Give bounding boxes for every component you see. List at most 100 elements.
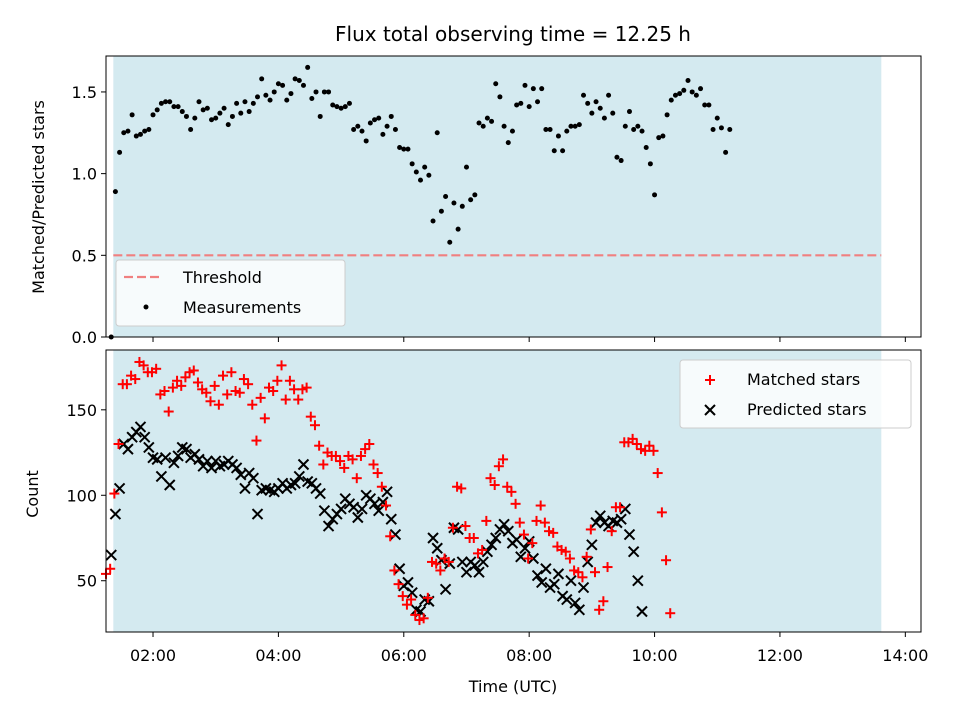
measurement-point (618, 158, 624, 164)
measurement-point (234, 100, 240, 106)
predicted-point-b (105, 549, 117, 561)
matched-point (372, 468, 383, 479)
measurement-point (163, 99, 169, 105)
predicted-point (289, 477, 301, 490)
matched-point (431, 558, 442, 569)
matched-point (539, 517, 550, 528)
predicted-point-b (515, 551, 527, 563)
measurement-point (363, 138, 369, 144)
measurement-point (626, 109, 632, 115)
matched-point (573, 567, 584, 578)
measurement-point (359, 128, 365, 134)
predicted-point-b (519, 542, 531, 554)
predicted-point (335, 503, 347, 515)
predicted-point-b (548, 578, 560, 590)
matched-point (615, 502, 626, 513)
predicted-point-b (540, 563, 552, 575)
measurement-point (225, 122, 231, 128)
predicted-point (561, 593, 573, 606)
predicted-point-b (205, 462, 218, 474)
predicted-point-b (322, 520, 335, 532)
measurement-point (472, 192, 478, 198)
measurement-point (418, 177, 424, 183)
matched-point (489, 480, 500, 491)
measurement-point (388, 113, 394, 119)
measurement-point (263, 92, 269, 98)
predicted-point (205, 462, 218, 474)
predicted-point (627, 545, 640, 558)
measurement-point (246, 109, 252, 115)
measurement-point (631, 127, 637, 133)
matched-point (167, 382, 178, 393)
predicted-point (297, 458, 310, 471)
predicted-point (134, 421, 147, 433)
predicted-point-b (444, 557, 456, 570)
matched-point (594, 604, 605, 615)
measurement-point (693, 92, 699, 98)
predicted-point-b (356, 503, 368, 515)
predicted-point-b (239, 482, 251, 495)
predicted-point (180, 443, 193, 455)
matched-point (506, 486, 517, 497)
x-axis-label: Time (UTC) (468, 677, 557, 696)
predicted-point-b (485, 539, 498, 551)
predicted-point-b (636, 605, 648, 618)
predicted-point-b (531, 569, 544, 582)
predicted-point (427, 532, 439, 544)
predicted-point (552, 568, 565, 580)
predicted-point (193, 453, 205, 466)
x-tick-label: 06:00 (381, 646, 427, 665)
matched-point (314, 440, 325, 451)
matched-point (159, 386, 170, 397)
measurement-point (434, 130, 440, 136)
matched-point (218, 370, 229, 381)
predicted-point (402, 576, 414, 589)
predicted-legend-label: Predicted stars (747, 400, 867, 419)
measurement-point (484, 115, 490, 121)
measurement-point (497, 94, 503, 100)
measurement-point (543, 127, 549, 133)
predicted-point (531, 569, 544, 582)
predicted-point (113, 482, 126, 495)
ratio-y-ticks: 0.0 0.5 1.0 1.5 (72, 83, 106, 347)
matched-point (192, 377, 203, 388)
measurement-point (288, 91, 294, 97)
predicted-point (460, 566, 473, 578)
matched-point (485, 473, 496, 484)
matched-point (226, 367, 237, 378)
measurement-point (718, 125, 724, 131)
predicted-point-b (431, 542, 443, 554)
predicted-point (619, 503, 632, 515)
predicted-point-b (381, 486, 393, 498)
matched-point (360, 444, 371, 455)
predicted-point-b (607, 515, 619, 527)
count-y-ticks: 50 100 150 (66, 401, 106, 591)
predicted-point (164, 479, 176, 491)
matched-point (180, 372, 191, 383)
measurement-point (476, 120, 482, 126)
measurement-point (426, 172, 432, 178)
predicted-point-b (389, 528, 402, 541)
matched-point (585, 524, 596, 535)
matched-point (289, 384, 300, 395)
predicted-point (381, 486, 393, 498)
predicted-point-b (230, 462, 243, 474)
predicted-point (590, 516, 602, 529)
measurement-point (639, 128, 645, 134)
matched-point (527, 538, 538, 549)
predicted-point-b (159, 451, 172, 464)
count-y-label: Count (23, 470, 42, 518)
matched-point (518, 529, 529, 540)
matched-point (460, 521, 471, 532)
measurement-point (351, 127, 357, 133)
predicted-point-b (460, 566, 473, 578)
predicted-point-b (393, 563, 406, 575)
matched-point (201, 387, 212, 398)
measurement-point (280, 82, 286, 88)
measurement-point (572, 123, 578, 129)
predicted-legend-swatch (704, 404, 716, 416)
matched-point (531, 515, 542, 526)
matched-point (238, 374, 249, 385)
matched-point (389, 565, 400, 576)
matched-point (406, 594, 417, 605)
